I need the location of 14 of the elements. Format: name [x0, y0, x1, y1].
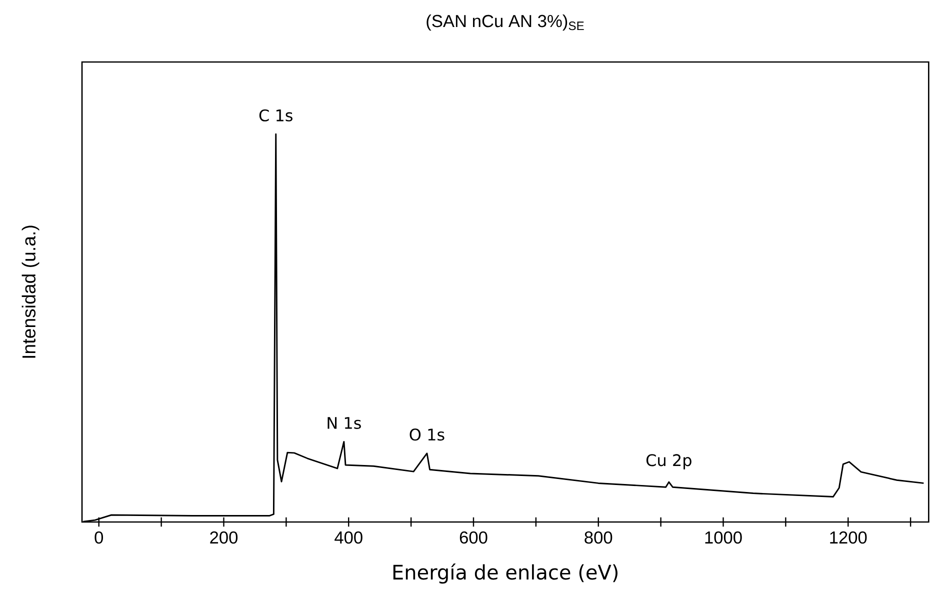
chart-title: (SAN nCu AN 3%)$_{SE}$: [426, 14, 584, 31]
x-tick-label: 1200: [830, 532, 867, 544]
annotation: O 1s: [410, 428, 444, 441]
x-tick-label: 1000: [705, 532, 742, 544]
x-tick-label: 400: [334, 532, 362, 544]
y-axis-title: Intensidad (u.a.): [22, 226, 40, 358]
annotation: C 1s: [259, 109, 292, 122]
x-tick-label: 800: [584, 532, 612, 544]
x-axis-title: Energía de enlace (eV): [393, 564, 618, 584]
annotation: N 1s: [328, 417, 361, 430]
x-tick-label: 600: [460, 532, 488, 544]
x-tick-label: 200: [210, 532, 238, 544]
x-tick-label: 0: [94, 532, 104, 544]
annotation: Cu 2p: [646, 454, 692, 470]
